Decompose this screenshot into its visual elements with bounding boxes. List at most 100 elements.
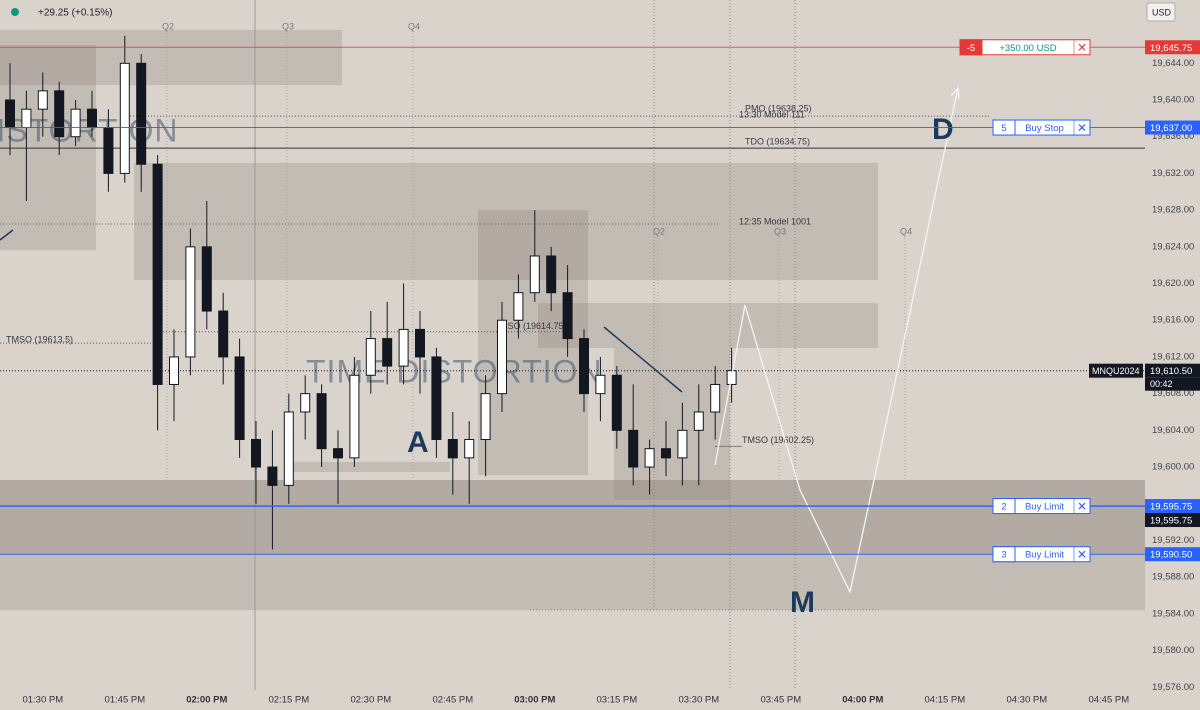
order-text: Buy Limit (1025, 550, 1064, 561)
candle-body (349, 374, 360, 459)
quarter-label: Q3 (774, 226, 786, 236)
y-tick-label: 19,636.00 (1152, 131, 1194, 142)
currency[interactable]: USD (1152, 7, 1172, 17)
x-tick-label: 04:15 PM (924, 695, 965, 706)
order-text: Buy Stop (1025, 123, 1064, 134)
candle-body (447, 439, 458, 459)
zone (538, 303, 878, 348)
quarter-label: Q4 (900, 226, 912, 236)
candle-body (333, 448, 343, 459)
x-tick-label: 03:15 PM (596, 695, 637, 706)
order-qty-box (992, 498, 1016, 515)
candle-body (136, 62, 147, 165)
candle-body (365, 338, 376, 376)
drawings (0, 86, 960, 611)
zone (0, 45, 96, 250)
y-tick-label: 19,640.00 (1152, 95, 1194, 106)
symbol-label: MNQU2024 (1092, 366, 1140, 376)
price-label: 19,645.75 (1150, 43, 1192, 54)
close-icon (1078, 502, 1086, 510)
x-tick-label: 01:45 PM (104, 695, 145, 706)
quarter-label: Q3 (282, 21, 294, 31)
candle-body (579, 338, 589, 395)
candle-body (87, 108, 97, 129)
level-label: MSO (19614.75) (500, 321, 567, 331)
pattern-label: M (790, 586, 815, 619)
x-tick-label: 03:00 PM (514, 695, 555, 706)
y-tick-label: 19,608.00 (1152, 388, 1194, 399)
order-close[interactable] (1078, 502, 1086, 510)
y-tick-label: 19,588.00 (1152, 572, 1194, 583)
x-tick-label: 02:30 PM (350, 695, 391, 706)
x-tick-label: 02:00 PM (186, 695, 227, 706)
order-qty-box (992, 119, 1016, 136)
zone (0, 480, 1145, 610)
candle-body (251, 439, 261, 468)
price-label-box (1145, 499, 1200, 514)
candle-body (119, 62, 130, 174)
order-qty-box (959, 39, 983, 56)
y-tick-label: 19,584.00 (1152, 608, 1194, 619)
order-close[interactable] (1078, 43, 1086, 51)
candle-body (316, 393, 327, 450)
x-tick-label: 01:30 PM (22, 695, 63, 706)
zone (0, 30, 342, 85)
level-label: 13:30 Model 111 (739, 109, 805, 119)
y-tick-label: 19,612.00 (1152, 351, 1194, 362)
x-tick-label: 03:45 PM (760, 695, 801, 706)
candle-body (283, 411, 294, 486)
candle-body (529, 255, 540, 294)
price-label-box (1145, 40, 1200, 55)
countdown: 00:42 (1150, 379, 1173, 389)
x-tick-label: 02:15 PM (268, 695, 309, 706)
candle-body (677, 429, 688, 459)
candle-body (480, 393, 491, 441)
zone (285, 462, 450, 472)
quarter-label: Q2 (653, 226, 665, 236)
order-close[interactable] (1078, 124, 1086, 131)
x-tick-label: 04:00 PM (842, 695, 883, 706)
ticker-change: +29.25 (+0.15%) (38, 8, 113, 19)
projection-path (714, 87, 959, 594)
candle-body (497, 319, 507, 395)
candle-body (398, 328, 409, 367)
candle-body (21, 108, 32, 129)
candle-body (464, 439, 475, 459)
trend-line (0, 229, 14, 241)
y-tick-label: 19,580.00 (1152, 645, 1194, 656)
price-label-box (1145, 363, 1200, 378)
candle-body (546, 255, 557, 294)
level-label: TMSO (19613.5) (6, 335, 73, 345)
y-tick-label: 19,632.00 (1152, 168, 1194, 179)
price-label: 19,637.00 (1150, 123, 1192, 134)
y-tick-label: 19,644.00 (1152, 58, 1194, 69)
zone (134, 163, 878, 280)
order-qty: 2 (1001, 502, 1006, 513)
close-icon (1078, 550, 1086, 558)
candle-body (644, 448, 655, 468)
price-axis (1145, 0, 1200, 690)
level-label: PMO (19638.25) (745, 103, 812, 113)
price-label-box (1145, 547, 1200, 562)
candle-body (267, 466, 278, 486)
candle-body (562, 292, 573, 340)
candle-body (54, 90, 65, 138)
candle-body (595, 374, 606, 395)
y-tick-label: 19,616.00 (1152, 315, 1194, 326)
candle-body (415, 328, 425, 358)
candle-body (103, 127, 114, 174)
candle-body (37, 90, 48, 110)
candle-body (300, 393, 311, 413)
order-close[interactable] (1078, 550, 1086, 558)
x-tick-label: 03:30 PM (678, 695, 719, 706)
currency-button[interactable] (1146, 2, 1176, 22)
candle-body (611, 374, 622, 431)
level-label: TDO (19634.75) (745, 137, 810, 147)
price-label: 19,595.75 (1150, 516, 1192, 527)
quarter-label: Q2 (162, 21, 174, 31)
price-label-box (1145, 513, 1200, 528)
price-label: 19,595.75 (1150, 502, 1192, 513)
candle-body (169, 356, 179, 385)
